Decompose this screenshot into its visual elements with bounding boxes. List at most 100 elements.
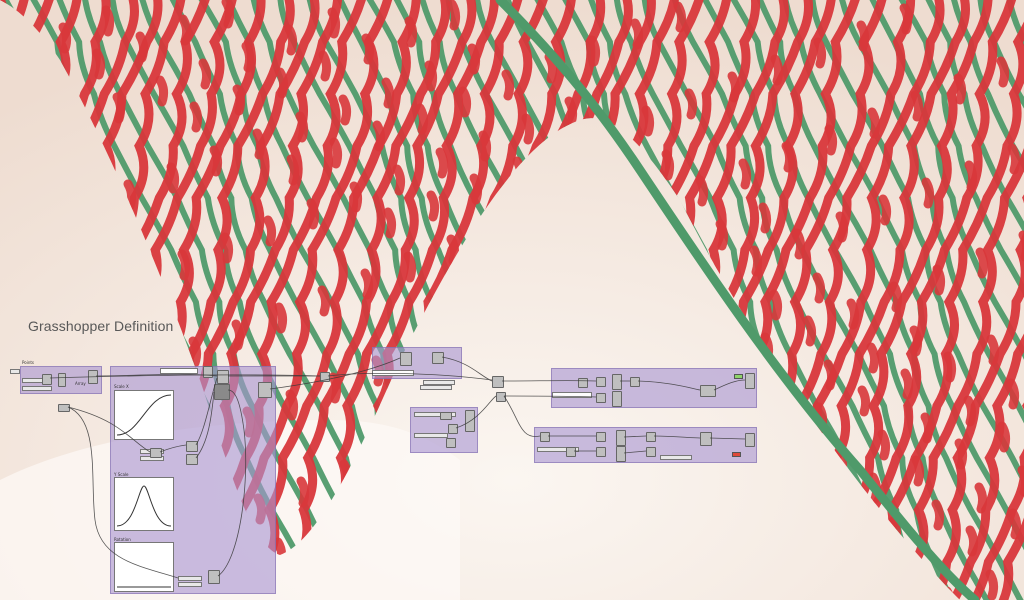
red-strand (166, 162, 180, 194)
slider[interactable] (414, 412, 456, 417)
preview-swatch-red[interactable] (732, 452, 741, 457)
slider[interactable] (420, 385, 452, 390)
red-strand (943, 351, 957, 383)
component[interactable] (646, 447, 656, 457)
component[interactable] (186, 454, 198, 465)
component[interactable] (208, 570, 220, 584)
component[interactable] (186, 441, 198, 452)
component[interactable] (58, 373, 66, 387)
component[interactable] (612, 391, 622, 407)
component[interactable] (150, 448, 162, 458)
component[interactable] (700, 432, 712, 446)
component[interactable] (448, 424, 458, 434)
component[interactable] (496, 392, 506, 402)
component[interactable] (596, 432, 606, 442)
component[interactable] (566, 447, 576, 457)
red-strand (769, 289, 783, 321)
panel[interactable] (552, 392, 592, 398)
red-strand (673, 1, 687, 33)
red-strand (715, 219, 729, 251)
red-strand (920, 412, 934, 444)
slider[interactable] (178, 576, 202, 581)
red-strand (435, 147, 449, 179)
component[interactable] (616, 446, 626, 462)
component[interactable] (432, 352, 444, 364)
red-strand (965, 525, 979, 557)
red-strand (587, 35, 601, 67)
red-strand (383, 207, 397, 239)
component[interactable] (400, 352, 412, 366)
component[interactable] (630, 377, 640, 387)
red-strand (392, 164, 406, 196)
component[interactable] (745, 373, 755, 389)
red-strand (738, 158, 752, 190)
red-strand (446, 234, 460, 266)
component[interactable] (42, 374, 52, 385)
red-strand (902, 0, 1024, 600)
component[interactable] (492, 376, 504, 388)
red-strand (758, 202, 772, 234)
y-scale-graph[interactable] (114, 477, 174, 531)
red-strand (92, 48, 106, 80)
red-strand (349, 181, 363, 213)
component[interactable] (596, 377, 606, 387)
component[interactable] (612, 374, 622, 390)
component[interactable] (214, 384, 230, 400)
component[interactable] (596, 393, 606, 403)
preview-swatch-green[interactable] (734, 374, 743, 379)
red-strand (975, 247, 989, 279)
component[interactable] (465, 410, 475, 432)
red-strand (564, 96, 578, 128)
slider[interactable] (10, 369, 20, 374)
red-strand (630, 18, 644, 50)
red-strand (178, 14, 192, 46)
red-strand (823, 359, 837, 391)
red-strand (641, 105, 655, 137)
component[interactable] (217, 370, 229, 384)
panel[interactable] (372, 370, 414, 376)
slider[interactable] (660, 455, 692, 460)
red-strand (824, 124, 838, 156)
red-strand (877, 429, 891, 461)
component[interactable] (700, 385, 716, 397)
component[interactable] (578, 378, 588, 388)
component[interactable] (320, 372, 330, 382)
right-lower-group[interactable] (534, 427, 757, 463)
component[interactable] (540, 432, 550, 442)
component[interactable] (596, 447, 606, 457)
component[interactable] (58, 404, 70, 412)
red-strand (856, 20, 870, 52)
green-strand (809, 0, 1024, 600)
slider[interactable] (423, 380, 455, 385)
component[interactable] (646, 432, 656, 442)
right-upper-group[interactable] (551, 368, 757, 408)
red-strand (684, 88, 698, 120)
red-strand (221, 0, 235, 29)
red-strand (909, 325, 923, 357)
flat-curve (117, 586, 171, 588)
component[interactable] (88, 370, 98, 384)
component[interactable] (446, 438, 456, 448)
rotation-graph[interactable] (114, 542, 174, 592)
component[interactable] (745, 433, 755, 447)
slider[interactable] (22, 386, 52, 391)
scale-x-graph[interactable] (114, 390, 174, 440)
red-strand (272, 0, 451, 600)
section-title: Grasshopper Definition (28, 318, 174, 334)
red-strand (327, 7, 341, 39)
bell-curve (116, 485, 172, 527)
component[interactable] (203, 366, 213, 378)
red-strand (198, 58, 212, 90)
red-strand (866, 342, 880, 374)
component[interactable] (258, 382, 272, 398)
component[interactable] (616, 430, 626, 446)
red-strand (749, 245, 763, 277)
panel[interactable] (160, 368, 198, 374)
array-label: Array (75, 381, 86, 386)
component[interactable] (440, 412, 452, 420)
red-strand (112, 92, 126, 124)
slider[interactable] (414, 433, 448, 438)
red-strand (813, 37, 827, 69)
slider[interactable] (537, 447, 579, 452)
slider[interactable] (178, 582, 202, 587)
